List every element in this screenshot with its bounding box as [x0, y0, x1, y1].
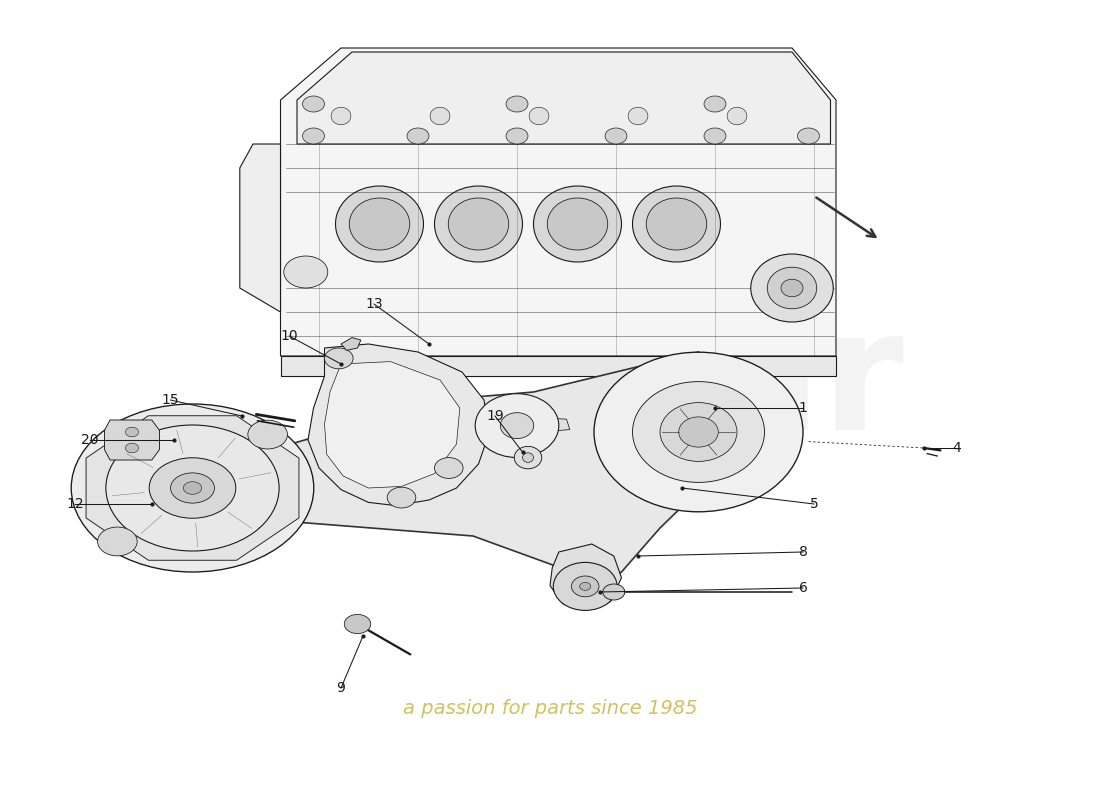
Polygon shape: [297, 52, 830, 144]
Text: a passion for parts since 1985: a passion for parts since 1985: [403, 698, 697, 718]
Ellipse shape: [522, 453, 534, 462]
Ellipse shape: [449, 198, 508, 250]
Ellipse shape: [750, 254, 834, 322]
Circle shape: [798, 128, 820, 144]
Text: 6: 6: [799, 581, 807, 595]
Circle shape: [302, 128, 324, 144]
Circle shape: [98, 527, 138, 556]
Text: 15: 15: [162, 393, 179, 407]
Ellipse shape: [430, 107, 450, 125]
Circle shape: [506, 96, 528, 112]
Ellipse shape: [534, 186, 622, 262]
Circle shape: [324, 348, 353, 369]
Circle shape: [603, 584, 625, 600]
Circle shape: [605, 128, 627, 144]
Ellipse shape: [632, 186, 721, 262]
Polygon shape: [280, 356, 836, 376]
Circle shape: [344, 614, 371, 634]
Polygon shape: [104, 420, 160, 460]
Text: 20: 20: [81, 433, 99, 447]
Ellipse shape: [475, 394, 559, 458]
Circle shape: [704, 96, 726, 112]
Ellipse shape: [349, 198, 409, 250]
Ellipse shape: [628, 107, 648, 125]
Ellipse shape: [72, 404, 314, 572]
Ellipse shape: [331, 107, 351, 125]
Text: 13: 13: [365, 297, 383, 311]
Ellipse shape: [647, 198, 706, 250]
Text: 8: 8: [799, 545, 807, 559]
Polygon shape: [517, 418, 570, 432]
Ellipse shape: [184, 482, 201, 494]
Polygon shape: [324, 362, 460, 488]
Polygon shape: [86, 416, 299, 560]
Ellipse shape: [170, 473, 214, 503]
Ellipse shape: [727, 107, 747, 125]
Ellipse shape: [632, 382, 764, 482]
Ellipse shape: [572, 576, 600, 597]
Ellipse shape: [781, 279, 803, 297]
Text: 10: 10: [280, 329, 298, 343]
Ellipse shape: [548, 198, 607, 250]
Text: 9: 9: [337, 681, 345, 695]
Circle shape: [125, 427, 139, 437]
Ellipse shape: [553, 562, 617, 610]
Ellipse shape: [660, 402, 737, 462]
Polygon shape: [308, 344, 490, 506]
Ellipse shape: [434, 186, 522, 262]
Circle shape: [434, 458, 463, 478]
Circle shape: [704, 128, 726, 144]
Circle shape: [284, 256, 328, 288]
Circle shape: [407, 128, 429, 144]
Polygon shape: [240, 144, 280, 312]
Text: 5: 5: [810, 497, 818, 511]
Text: eur: eur: [591, 302, 905, 466]
Circle shape: [387, 487, 416, 508]
Ellipse shape: [106, 425, 279, 551]
Text: 12: 12: [66, 497, 84, 511]
Polygon shape: [341, 338, 361, 350]
Ellipse shape: [500, 413, 534, 438]
Ellipse shape: [515, 446, 541, 469]
Circle shape: [248, 420, 287, 449]
Text: 1: 1: [799, 401, 807, 415]
Ellipse shape: [594, 352, 803, 512]
Polygon shape: [550, 544, 622, 610]
Ellipse shape: [150, 458, 235, 518]
Ellipse shape: [679, 417, 718, 447]
Circle shape: [506, 128, 528, 144]
Circle shape: [302, 96, 324, 112]
Polygon shape: [280, 48, 836, 356]
Ellipse shape: [336, 186, 424, 262]
Text: 19: 19: [486, 409, 504, 423]
Text: 4: 4: [953, 441, 961, 455]
Ellipse shape: [580, 582, 591, 590]
Ellipse shape: [768, 267, 816, 309]
Polygon shape: [258, 352, 698, 588]
Ellipse shape: [529, 107, 549, 125]
Circle shape: [125, 443, 139, 453]
